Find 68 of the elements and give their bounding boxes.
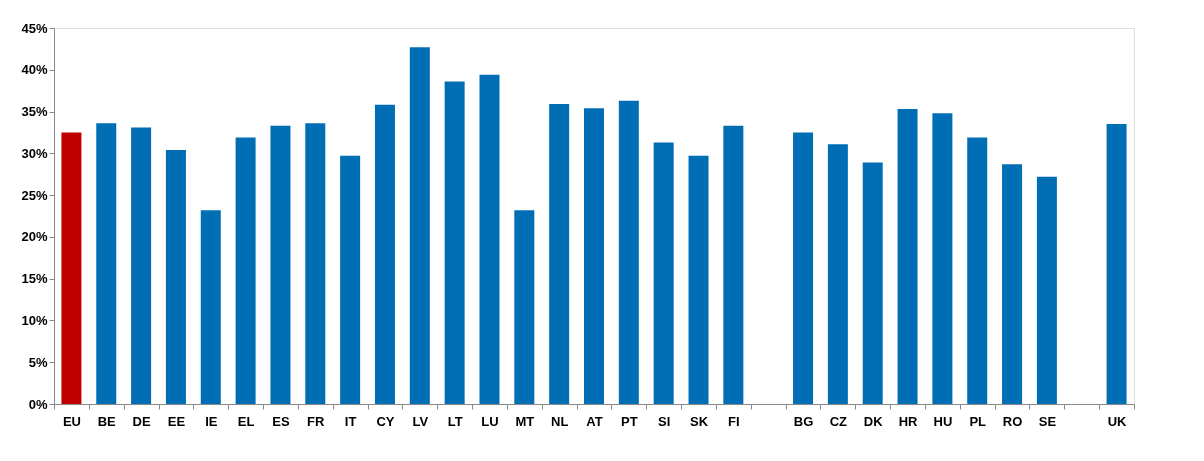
bar <box>165 149 186 404</box>
y-tick-label: 25% <box>21 187 48 203</box>
bar <box>1106 124 1127 404</box>
x-tick-label: DK <box>863 413 884 429</box>
y-tick-label: 20% <box>21 229 48 245</box>
x-tick-label: CY <box>376 413 395 429</box>
x-tick-label: IE <box>205 413 218 429</box>
bar <box>409 47 430 404</box>
bar <box>967 137 988 404</box>
y-tick-label: 10% <box>21 312 48 328</box>
bar <box>1002 164 1023 404</box>
bar <box>549 104 570 404</box>
x-tick-label: ES <box>272 413 290 429</box>
y-tick-label: 0% <box>28 396 48 412</box>
y-tick-label: 35% <box>21 104 48 120</box>
x-tick-label: LV <box>412 413 429 429</box>
x-tick-label: PL <box>969 413 987 429</box>
x-tick-label: HR <box>898 413 919 429</box>
bar <box>653 142 674 404</box>
bar <box>305 123 326 404</box>
bar <box>340 155 361 404</box>
x-tick-label: RO <box>1002 413 1023 429</box>
x-tick-label: FI <box>728 413 740 429</box>
bar <box>862 162 883 404</box>
bar <box>479 74 500 404</box>
bar <box>200 210 221 404</box>
x-tick-label: LT <box>447 413 463 429</box>
bar <box>444 81 465 404</box>
bar <box>1036 176 1057 404</box>
x-tick-label: DE <box>132 413 151 429</box>
y-tick-label: 30% <box>21 145 48 161</box>
bar <box>514 210 535 404</box>
x-tick-label: LU <box>481 413 499 429</box>
bar <box>96 123 117 404</box>
bar <box>235 137 256 404</box>
bar <box>688 155 709 404</box>
x-tick-label: SK <box>689 413 709 429</box>
x-tick-label: NL <box>550 413 569 429</box>
x-tick-label: FR <box>307 413 326 429</box>
x-tick-label: SI <box>658 413 671 429</box>
x-tick-label: HU <box>933 413 953 429</box>
x-tick-label: CZ <box>829 413 848 429</box>
bar <box>897 109 918 404</box>
y-tick-label: 15% <box>21 271 48 287</box>
bar <box>793 132 814 404</box>
x-tick-label: EU <box>62 413 81 429</box>
y-tick-label: 45% <box>21 20 48 36</box>
x-tick-label: EE <box>167 413 186 429</box>
y-tick-label: 40% <box>21 62 48 78</box>
y-tick-label: 5% <box>28 354 48 370</box>
bar <box>584 108 604 404</box>
bar <box>827 144 848 404</box>
x-tick-label: EL <box>237 413 255 429</box>
bar <box>131 127 152 404</box>
x-tick-label: BG <box>793 413 814 429</box>
x-tick-label: IT <box>344 413 357 429</box>
bar <box>270 125 291 404</box>
bar <box>374 104 395 404</box>
bar <box>618 100 639 404</box>
x-tick-label: SE <box>1038 413 1057 429</box>
x-tick-label: MT <box>515 413 535 429</box>
x-tick-label: AT <box>586 413 603 429</box>
x-tick-label: UK <box>1107 413 1128 429</box>
bar <box>932 113 953 404</box>
x-tick-label: PT <box>621 413 638 429</box>
bar <box>723 125 744 404</box>
x-tick-label: BE <box>97 413 117 429</box>
bar <box>61 132 82 404</box>
